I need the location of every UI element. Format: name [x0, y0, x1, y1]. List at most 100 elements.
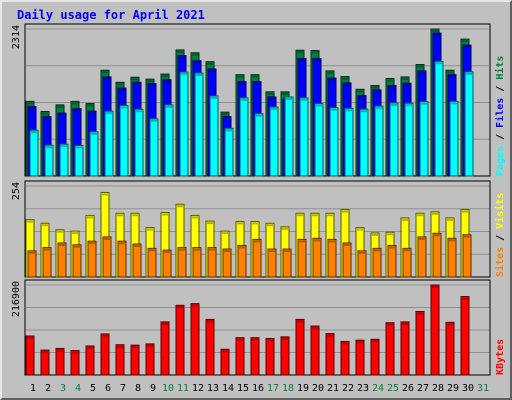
bar-cap	[181, 73, 187, 76]
bar-sites-day-10	[162, 249, 172, 278]
bar-sites-day-2	[42, 247, 52, 278]
bar-cap	[119, 89, 125, 92]
x-tick-label: 27	[417, 383, 429, 394]
bar-cap	[134, 245, 140, 248]
bar-cap	[402, 322, 408, 325]
bar-sites-day-5	[87, 240, 97, 278]
bar-cap	[134, 83, 140, 86]
bar-pages-day-16	[254, 113, 264, 177]
bar-cap	[149, 249, 155, 252]
bar-cap	[179, 56, 185, 59]
bar-kbytes-day-22	[340, 340, 350, 376]
bar-cap	[179, 248, 185, 251]
bar-pages-day-15	[239, 97, 249, 177]
bar-kbytes-day-18	[280, 336, 290, 376]
series-pages	[29, 60, 474, 177]
bar-cap	[451, 102, 457, 105]
bar-cap	[449, 239, 455, 242]
bar-cap	[177, 50, 183, 53]
bar-cap	[464, 46, 470, 49]
bar-cap	[177, 205, 183, 208]
bar-cap	[87, 104, 93, 107]
bar-cap	[387, 323, 393, 326]
bar-cap	[104, 77, 110, 80]
bar-sites-day-16	[252, 238, 262, 278]
bar-cap	[419, 71, 425, 74]
bar-kbytes-day-4	[70, 350, 80, 376]
bar-cap	[162, 213, 168, 216]
bar-cap	[252, 75, 258, 78]
bar-sites-day-6	[102, 236, 112, 278]
x-tick-label: 7	[120, 383, 126, 394]
bar-cap	[421, 102, 427, 105]
bar-cap	[419, 237, 425, 240]
legend-separator: /	[495, 80, 506, 98]
bar-cap	[42, 112, 48, 115]
bar-cap	[387, 79, 393, 82]
bar-cap	[237, 222, 243, 225]
bar-kbytes-day-15	[235, 337, 245, 376]
bar-cap	[119, 242, 125, 245]
y-max-label: 254	[11, 182, 22, 200]
bar-cap	[117, 214, 123, 217]
x-tick-label: 29	[447, 383, 459, 394]
panels-layer: 2314 254 216900	[11, 23, 491, 376]
x-tick-label: 14	[222, 383, 234, 394]
legend-hits-files-pages: Pages / Files / Hits	[494, 56, 506, 176]
bar-sites-day-15	[237, 244, 247, 278]
bar-cap	[316, 104, 322, 107]
x-tick-label: 16	[252, 383, 264, 394]
bar-cap	[57, 349, 63, 352]
bar-pages-day-24	[374, 105, 384, 177]
bar-cap	[166, 105, 172, 108]
bar-pages-day-19	[299, 97, 309, 177]
bar-cap	[327, 334, 333, 337]
bar-cap	[267, 224, 273, 227]
bar-cap	[222, 350, 228, 353]
legend-item-pages: Pages	[495, 146, 506, 176]
x-tick-label: 22	[342, 383, 354, 394]
bar-cap	[226, 129, 232, 132]
bar-cap	[132, 346, 138, 349]
bar-cap	[404, 249, 410, 252]
bar-cap	[27, 102, 33, 105]
bar-sites-day-22	[342, 242, 352, 278]
bar-sites-day-1	[27, 250, 37, 278]
bar-cap	[207, 62, 213, 65]
bar-cap	[121, 106, 127, 109]
bar-kbytes-day-28	[430, 284, 440, 376]
bar-cap	[327, 71, 333, 74]
bar-cap	[299, 240, 305, 243]
bar-cap	[346, 109, 352, 112]
x-tick-label: 25	[387, 383, 399, 394]
bar-cap	[376, 107, 382, 110]
bar-cap	[102, 193, 108, 196]
bar-pages-day-28	[434, 60, 444, 177]
series-kbytes	[25, 284, 470, 376]
bar-cap	[417, 312, 423, 315]
bar-pages-day-7	[119, 104, 129, 177]
bar-pages-day-8	[134, 108, 144, 177]
bar-cap	[372, 340, 378, 343]
bar-kbytes-day-1	[25, 335, 35, 376]
bar-cap	[342, 342, 348, 345]
x-tick-label: 6	[105, 383, 111, 394]
x-tick-label: 23	[357, 383, 369, 394]
bar-pages-day-2	[44, 144, 54, 177]
bar-pages-day-6	[104, 110, 114, 177]
bar-sites-day-30	[462, 234, 472, 278]
bar-kbytes-day-12	[190, 303, 200, 376]
bar-pages-day-11	[179, 71, 189, 177]
bar-cap	[464, 235, 470, 238]
bar-cap	[29, 107, 35, 110]
bar-kbytes-day-21	[325, 333, 335, 376]
bar-cap	[256, 114, 262, 117]
bar-cap	[447, 71, 453, 74]
legend-item-visits: Visits	[494, 193, 506, 229]
bar-pages-day-14	[224, 127, 234, 177]
bar-cap	[286, 97, 292, 100]
bar-cap	[301, 98, 307, 101]
bar-kbytes-day-24	[370, 338, 380, 376]
bar-cap	[192, 304, 198, 307]
